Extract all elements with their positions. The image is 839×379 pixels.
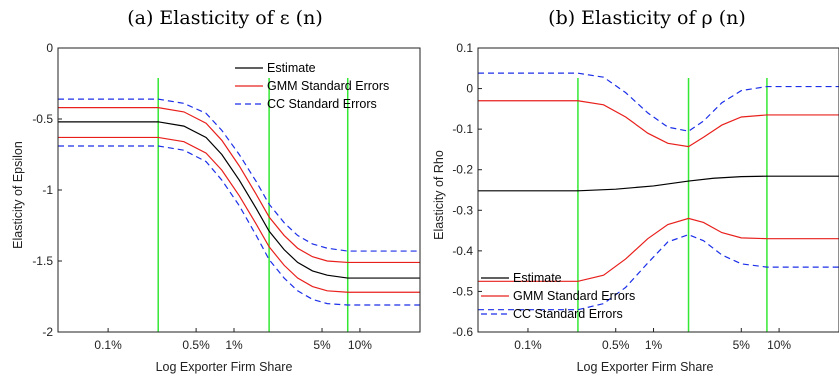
x-tick-label: 5%	[733, 338, 751, 352]
y-tick-label: 0	[46, 41, 53, 55]
legend-entry: Estimate	[267, 61, 316, 75]
chart-title: (b) Elasticity of ρ (n)	[548, 7, 746, 29]
legend-entry: Estimate	[513, 271, 562, 285]
y-tick-label: -0.5	[32, 112, 53, 126]
x-tick-label: 0.5%	[602, 338, 630, 352]
y-tick-label: -0.1	[452, 122, 473, 136]
legend: Estimate GMM Standard Errors CC Standard E…	[235, 61, 389, 111]
y-tick-label: 0.1	[456, 41, 473, 55]
y-tick-label: -2	[42, 325, 53, 339]
legend-entry: GMM Standard Errors	[513, 289, 635, 303]
x-tick-label: 1%	[645, 338, 663, 352]
y-tick-label: -1	[42, 183, 53, 197]
x-tick-label: 10%	[767, 338, 791, 352]
legend-entry: GMM Standard Errors	[267, 79, 389, 93]
x-tick-label: 0.5%	[182, 338, 210, 352]
legend-entry: CC Standard Errors	[267, 97, 377, 111]
x-tick-label: 5%	[313, 338, 331, 352]
series-line-3	[478, 72, 839, 132]
legend-entry: CC Standard Errors	[513, 307, 623, 321]
series-line-4	[58, 145, 420, 306]
series-line-0	[478, 175, 839, 192]
series-line-3	[58, 98, 420, 252]
series-line-2	[478, 217, 839, 282]
x-tick-label: 1%	[225, 338, 243, 352]
panel-elasticity-rho: (b) Elasticity of ρ (n) Log Exporter Fir…	[432, 7, 839, 374]
chart-title: (a) Elasticity of ε (n)	[127, 7, 323, 29]
legend: Estimate GMM Standard Errors CC Standard E…	[481, 271, 635, 321]
y-axis-label: Elasticity of Rho	[432, 150, 446, 240]
y-tick-label: -0.2	[452, 163, 473, 177]
series-line-4	[478, 233, 839, 311]
x-axis-label: Log Exporter Firm Share	[156, 360, 293, 374]
y-tick-label: -0.3	[452, 203, 473, 217]
series-line-0	[58, 121, 420, 279]
panel-elasticity-epsilon: (a) Elasticity of ε (n) Log Exporter Fir…	[11, 7, 421, 374]
y-tick-label: -1.5	[32, 254, 53, 268]
series-line-1	[478, 100, 839, 148]
x-tick-label: 10%	[348, 338, 372, 352]
y-tick-label: 0	[466, 82, 473, 96]
x-axis-label: Log Exporter Firm Share	[577, 360, 714, 374]
plot-area-frame	[477, 47, 839, 333]
x-tick-label: 0.1%	[514, 338, 542, 352]
x-tick-label: 0.1%	[94, 338, 122, 352]
y-tick-label: -0.5	[452, 284, 473, 298]
series-line-2	[58, 136, 420, 293]
y-axis-label: Elasticity of Epsilon	[11, 141, 25, 249]
y-tick-label: -0.4	[452, 244, 473, 258]
series-line-1	[58, 107, 420, 264]
y-tick-label: -0.6	[452, 325, 473, 339]
